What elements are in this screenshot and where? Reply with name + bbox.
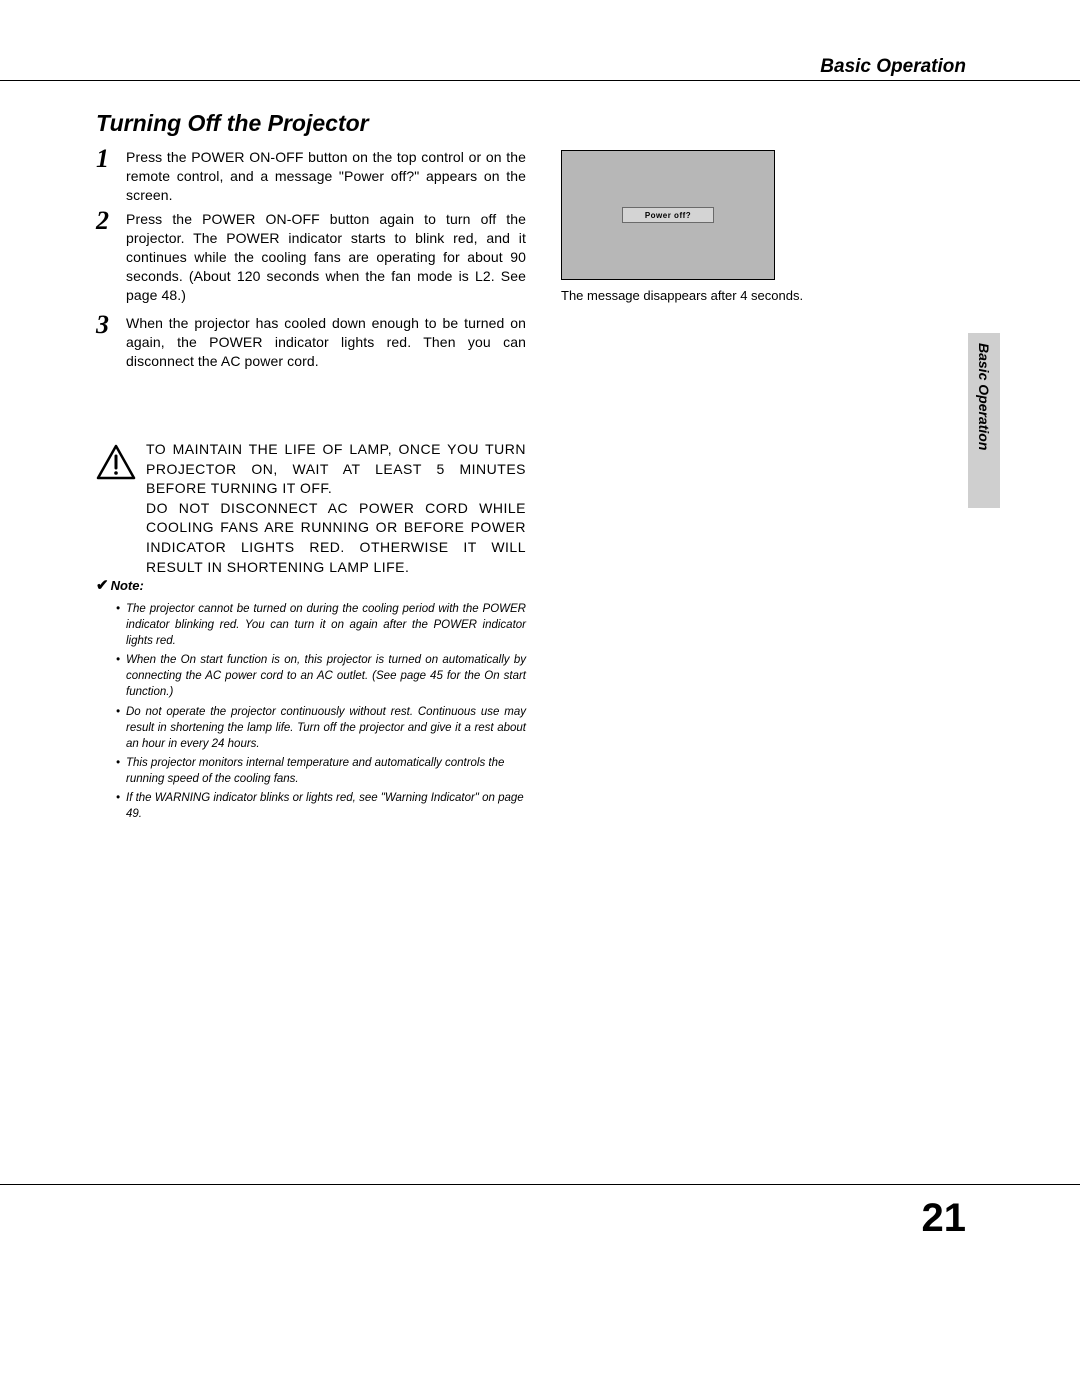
note-label-row: ✔Note:: [96, 576, 526, 595]
step-3: 3 When the projector has cooled down eno…: [96, 314, 526, 371]
step-number: 2: [96, 206, 109, 236]
side-tab-label: Basic Operation: [976, 343, 992, 450]
section-title: Turning Off the Projector: [96, 110, 369, 137]
checkmark-icon: ✔: [96, 577, 109, 594]
header-rule: [0, 80, 1080, 81]
step-text: When the projector has cooled down enoug…: [126, 314, 526, 371]
warning-para-1: TO MAINTAIN THE LIFE OF LAMP, ONCE YOU T…: [146, 440, 526, 499]
warning-block: TO MAINTAIN THE LIFE OF LAMP, ONCE YOU T…: [96, 440, 526, 577]
step-1: 1 Press the POWER ON-OFF button on the t…: [96, 148, 526, 205]
step-text: Press the POWER ON-OFF button on the top…: [126, 148, 526, 205]
warning-icon: [96, 444, 136, 485]
note-item: If the WARNING indicator blinks or light…: [116, 790, 526, 822]
note-item: This projector monitors internal tempera…: [116, 755, 526, 787]
step-number: 1: [96, 144, 109, 174]
note-item: The projector cannot be turned on during…: [116, 601, 526, 649]
screen-caption: The message disappears after 4 seconds.: [561, 288, 803, 303]
note-label: Note:: [111, 578, 144, 593]
note-item: Do not operate the projector continuousl…: [116, 704, 526, 752]
step-number: 3: [96, 310, 109, 340]
warning-text: TO MAINTAIN THE LIFE OF LAMP, ONCE YOU T…: [146, 440, 526, 577]
screen-illustration: Power off?: [561, 150, 775, 280]
note-list: The projector cannot be turned on during…: [116, 601, 526, 822]
step-text: Press the POWER ON-OFF button again to t…: [126, 210, 526, 304]
step-2: 2 Press the POWER ON-OFF button again to…: [96, 210, 526, 304]
footer-rule: [0, 1184, 1080, 1185]
note-item: When the On start function is on, this p…: [116, 652, 526, 700]
note-block: ✔Note: The projector cannot be turned on…: [96, 576, 526, 825]
side-tab: Basic Operation: [968, 333, 1000, 508]
page-number: 21: [922, 1196, 967, 1241]
warning-para-2: DO NOT DISCONNECT AC POWER CORD WHILE CO…: [146, 499, 526, 577]
header-title: Basic Operation: [820, 56, 966, 78]
power-off-dialog: Power off?: [622, 207, 714, 223]
